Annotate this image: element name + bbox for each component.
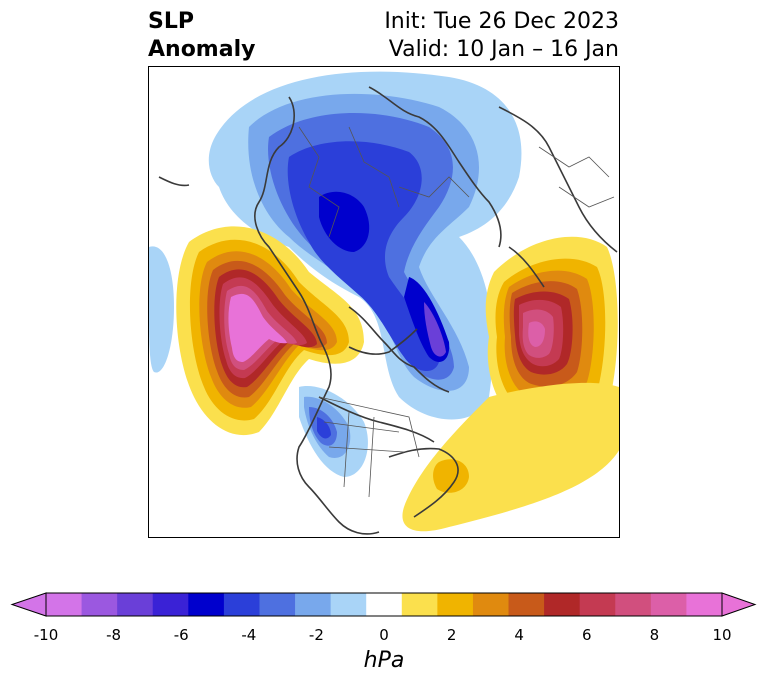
- colorbar-tick-label: -2: [308, 626, 324, 644]
- colorbar-cell: [401, 593, 438, 616]
- colorbar-max-extension: [721, 592, 757, 617]
- map-canvas: [149, 71, 619, 535]
- borders: [298, 126, 615, 498]
- title-line-1: SLP: [148, 9, 194, 34]
- colorbar-tick-label: -8: [106, 626, 122, 644]
- colorbar: [10, 592, 757, 617]
- colorbar-tick-label: 8: [649, 626, 660, 644]
- coastlines: [158, 86, 618, 535]
- colorbar-unit-label: hPa: [363, 648, 405, 673]
- colorbar-cell: [152, 593, 189, 616]
- map-panel: [148, 66, 620, 538]
- colorbar-cell: [81, 593, 118, 616]
- colorbar-cell: [650, 593, 687, 616]
- colorbar-cell: [223, 593, 260, 616]
- title-line-2: Anomaly: [148, 37, 256, 62]
- positive-anomaly-europe: [402, 236, 619, 532]
- positive-anomaly-pacific: [176, 226, 364, 436]
- colorbar-tick-label: 2: [446, 626, 457, 644]
- init-date: Init: Tue 26 Dec 2023: [384, 9, 619, 34]
- map-title: SLP Anomaly: [148, 8, 255, 64]
- colorbar-cell: [188, 593, 225, 616]
- colorbar-cell: [366, 593, 403, 616]
- colorbar-cell: [615, 593, 652, 616]
- map-subtitle: Init: Tue 26 Dec 2023 Valid: 10 Jan – 16…: [384, 8, 619, 64]
- colorbar-tick-label: 4: [514, 626, 524, 644]
- colorbar-tick-label: 10: [712, 626, 732, 644]
- colorbar-tick-label: -4: [241, 626, 257, 644]
- colorbar-tick-label: -6: [173, 626, 189, 644]
- valid-range: Valid: 10 Jan – 16 Jan: [388, 37, 619, 62]
- negative-anomaly-region: [149, 71, 522, 477]
- colorbar-cell: [544, 593, 581, 616]
- colorbar-cell: [117, 593, 154, 616]
- colorbar-cell: [259, 593, 296, 616]
- colorbar-tick-label: 0: [379, 626, 389, 644]
- colorbar-cell: [508, 593, 545, 616]
- colorbar-cell: [437, 593, 474, 616]
- colorbar-tick-label: -10: [33, 626, 59, 644]
- colorbar-cell: [686, 593, 723, 616]
- colorbar-min-extension: [10, 592, 47, 617]
- colorbar-cell: [295, 593, 332, 616]
- colorbar-tick-label: 6: [582, 626, 592, 644]
- colorbar-cell: [46, 593, 83, 616]
- colorbar-cell: [472, 593, 510, 616]
- colorbar-cell: [579, 593, 616, 616]
- colorbar-cell: [330, 593, 367, 616]
